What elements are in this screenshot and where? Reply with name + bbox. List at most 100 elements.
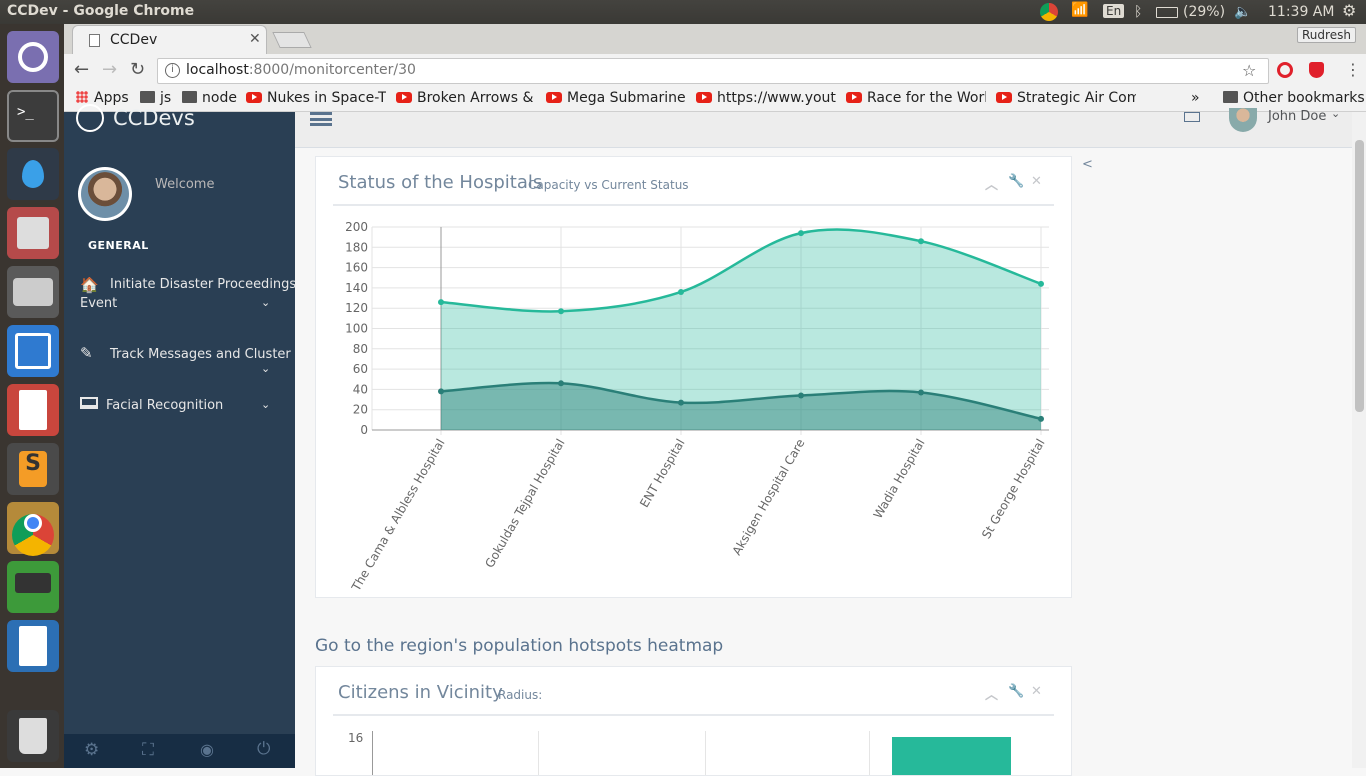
panel-divider [333, 204, 1054, 206]
y-axis-line [372, 731, 373, 775]
wrench-icon[interactable]: 🔧 [1008, 174, 1025, 189]
bookmark-race[interactable]: Race for the World [846, 90, 986, 106]
bookmark-strategic-air[interactable]: Strategic Air Comm [996, 90, 1136, 106]
battery-percent[interactable]: (29%) [1183, 4, 1226, 20]
ubuntu-dash-icon[interactable] [7, 31, 59, 83]
battery-icon[interactable] [1156, 7, 1178, 18]
chrome-menu-icon[interactable]: ⋮ [1345, 60, 1361, 79]
right-panel-toggle[interactable]: < [1082, 157, 1093, 172]
user-avatar[interactable] [1229, 108, 1257, 132]
file-manager-icon[interactable] [7, 207, 59, 259]
tab-close-icon[interactable]: ✕ [249, 31, 261, 47]
url-host: localhost [186, 62, 249, 78]
nav-item-label: Initiate Disaster Proceedings [110, 277, 297, 292]
brand-name[interactable]: CCDevs [113, 106, 195, 130]
page-favicon-icon [89, 34, 100, 47]
collapse-icon[interactable]: ︿ [985, 688, 999, 703]
settings-gear-icon[interactable]: ⚙ [1342, 1, 1357, 20]
bookmark-label: Strategic Air Comm [1017, 90, 1136, 106]
back-icon[interactable]: ← [74, 59, 90, 80]
data-point [678, 288, 684, 295]
reload-icon[interactable]: ↻ [130, 59, 146, 80]
brand-logo-icon[interactable] [76, 104, 104, 132]
bookmark-apps[interactable]: Apps [76, 90, 129, 106]
bookmark-node[interactable]: node [182, 90, 237, 106]
info-icon[interactable]: i [165, 63, 180, 78]
folder-icon [140, 91, 155, 103]
chevron-down-icon: ⌄ [261, 362, 271, 375]
app-top-nav: John Doe ⌄ [295, 107, 1366, 148]
scrollbar-thumb[interactable] [1355, 140, 1364, 412]
youtube-icon [246, 92, 262, 103]
series-line [440, 228, 1042, 313]
bookmark-broken-arrows[interactable]: Broken Arrows & In [396, 90, 536, 106]
forward-icon[interactable]: → [102, 59, 118, 80]
droplet-app-icon[interactable] [7, 148, 59, 200]
chevron-down-icon: ⌄ [261, 296, 271, 309]
address-bar[interactable]: i localhost:8000/monitorcenter/30 ☆ [157, 58, 1269, 84]
chrome-launcher-icon[interactable] [7, 502, 59, 556]
other-bookmarks[interactable]: Other bookmarks [1223, 90, 1365, 106]
panel-subtitle: Capacity vs Current Status [528, 178, 689, 192]
clock-app-icon[interactable] [7, 561, 59, 613]
page-scrollbar[interactable] [1352, 112, 1366, 768]
wrench-icon[interactable]: 🔧 [1008, 684, 1025, 699]
trash-icon[interactable] [7, 710, 59, 762]
y-tick-label: 60 [353, 362, 368, 376]
y-tick-label: 80 [353, 342, 368, 356]
document-viewer-icon[interactable] [7, 384, 59, 436]
close-icon[interactable]: ✕ [1031, 174, 1042, 189]
shield-extension-icon[interactable] [1309, 62, 1324, 78]
clock[interactable]: 11:39 AM [1268, 4, 1335, 20]
lock-eye-icon[interactable]: ◉ [200, 740, 214, 759]
nav-item-label: Track Messages and Cluster [110, 347, 291, 362]
wifi-icon[interactable]: 📶 [1071, 2, 1089, 18]
app-sidebar: CCDevs Welcome GENERAL 🏠 Initiate Disast… [64, 104, 297, 768]
collapse-icon[interactable]: ︿ [985, 178, 999, 193]
desktop-icon [80, 397, 98, 409]
sublime-text-icon[interactable]: S [7, 443, 59, 495]
bookmark-youtube-link[interactable]: https://www.youtu [696, 90, 836, 106]
bookmark-label: Broken Arrows & In [417, 90, 536, 106]
mail-icon[interactable] [1184, 112, 1200, 122]
power-icon[interactable]: ⏻ [257, 739, 271, 759]
browser-tab[interactable]: CCDev ✕ [72, 25, 267, 54]
user-name[interactable]: John Doe [1268, 109, 1327, 124]
window-title: CCDev - Google Chrome [7, 3, 195, 19]
nav-item-label: Facial Recognition [106, 398, 224, 413]
x-tick-label: Aksigen Hospital Care [730, 437, 808, 558]
volume-icon[interactable]: 🔈 [1234, 4, 1252, 20]
y-tick-label: 20 [353, 403, 368, 417]
bookmark-label: Mega Submarine: T [567, 90, 686, 106]
terminal-icon[interactable]: >_ [7, 90, 59, 142]
x-tick-label: The Cama & Albless Hospital [348, 437, 447, 595]
system-monitor-icon[interactable] [7, 325, 59, 377]
bookmark-nukes[interactable]: Nukes in Space-Th [246, 90, 386, 106]
writer-icon[interactable] [7, 620, 59, 672]
menu-toggle-icon[interactable] [310, 112, 332, 126]
bookmark-js[interactable]: js [140, 90, 171, 106]
new-tab-button[interactable] [272, 32, 312, 48]
profile-button[interactable]: Rudresh [1297, 27, 1356, 43]
bookmark-mega-submarine[interactable]: Mega Submarine: T [546, 90, 686, 106]
opera-extension-icon[interactable] [1277, 62, 1293, 78]
bookmarks-overflow[interactable]: » [1191, 90, 1200, 106]
welcome-text: Welcome [155, 177, 215, 192]
youtube-icon [396, 92, 412, 103]
close-icon[interactable]: ✕ [1031, 684, 1042, 699]
chrome-tray-icon[interactable] [1040, 3, 1058, 21]
disk-drive-icon[interactable] [7, 266, 59, 318]
folder-icon [182, 91, 197, 103]
series-line [440, 381, 1042, 421]
settings-icon[interactable]: ⚙ [84, 740, 100, 760]
bluetooth-icon[interactable]: ᛒ [1134, 4, 1143, 20]
bookmark-star-icon[interactable]: ☆ [1242, 61, 1257, 80]
chevron-down-icon: ⌄ [1331, 107, 1341, 120]
heatmap-link[interactable]: Go to the region's population hotspots h… [315, 636, 724, 656]
x-tick-label: Gokuldas Tejpal Hospital [482, 437, 567, 571]
y-tick-label: 160 [345, 261, 368, 275]
language-indicator[interactable]: En [1103, 4, 1125, 18]
profile-avatar [78, 167, 132, 221]
youtube-icon [996, 92, 1012, 103]
fullscreen-icon[interactable]: ⛶ [142, 740, 154, 760]
